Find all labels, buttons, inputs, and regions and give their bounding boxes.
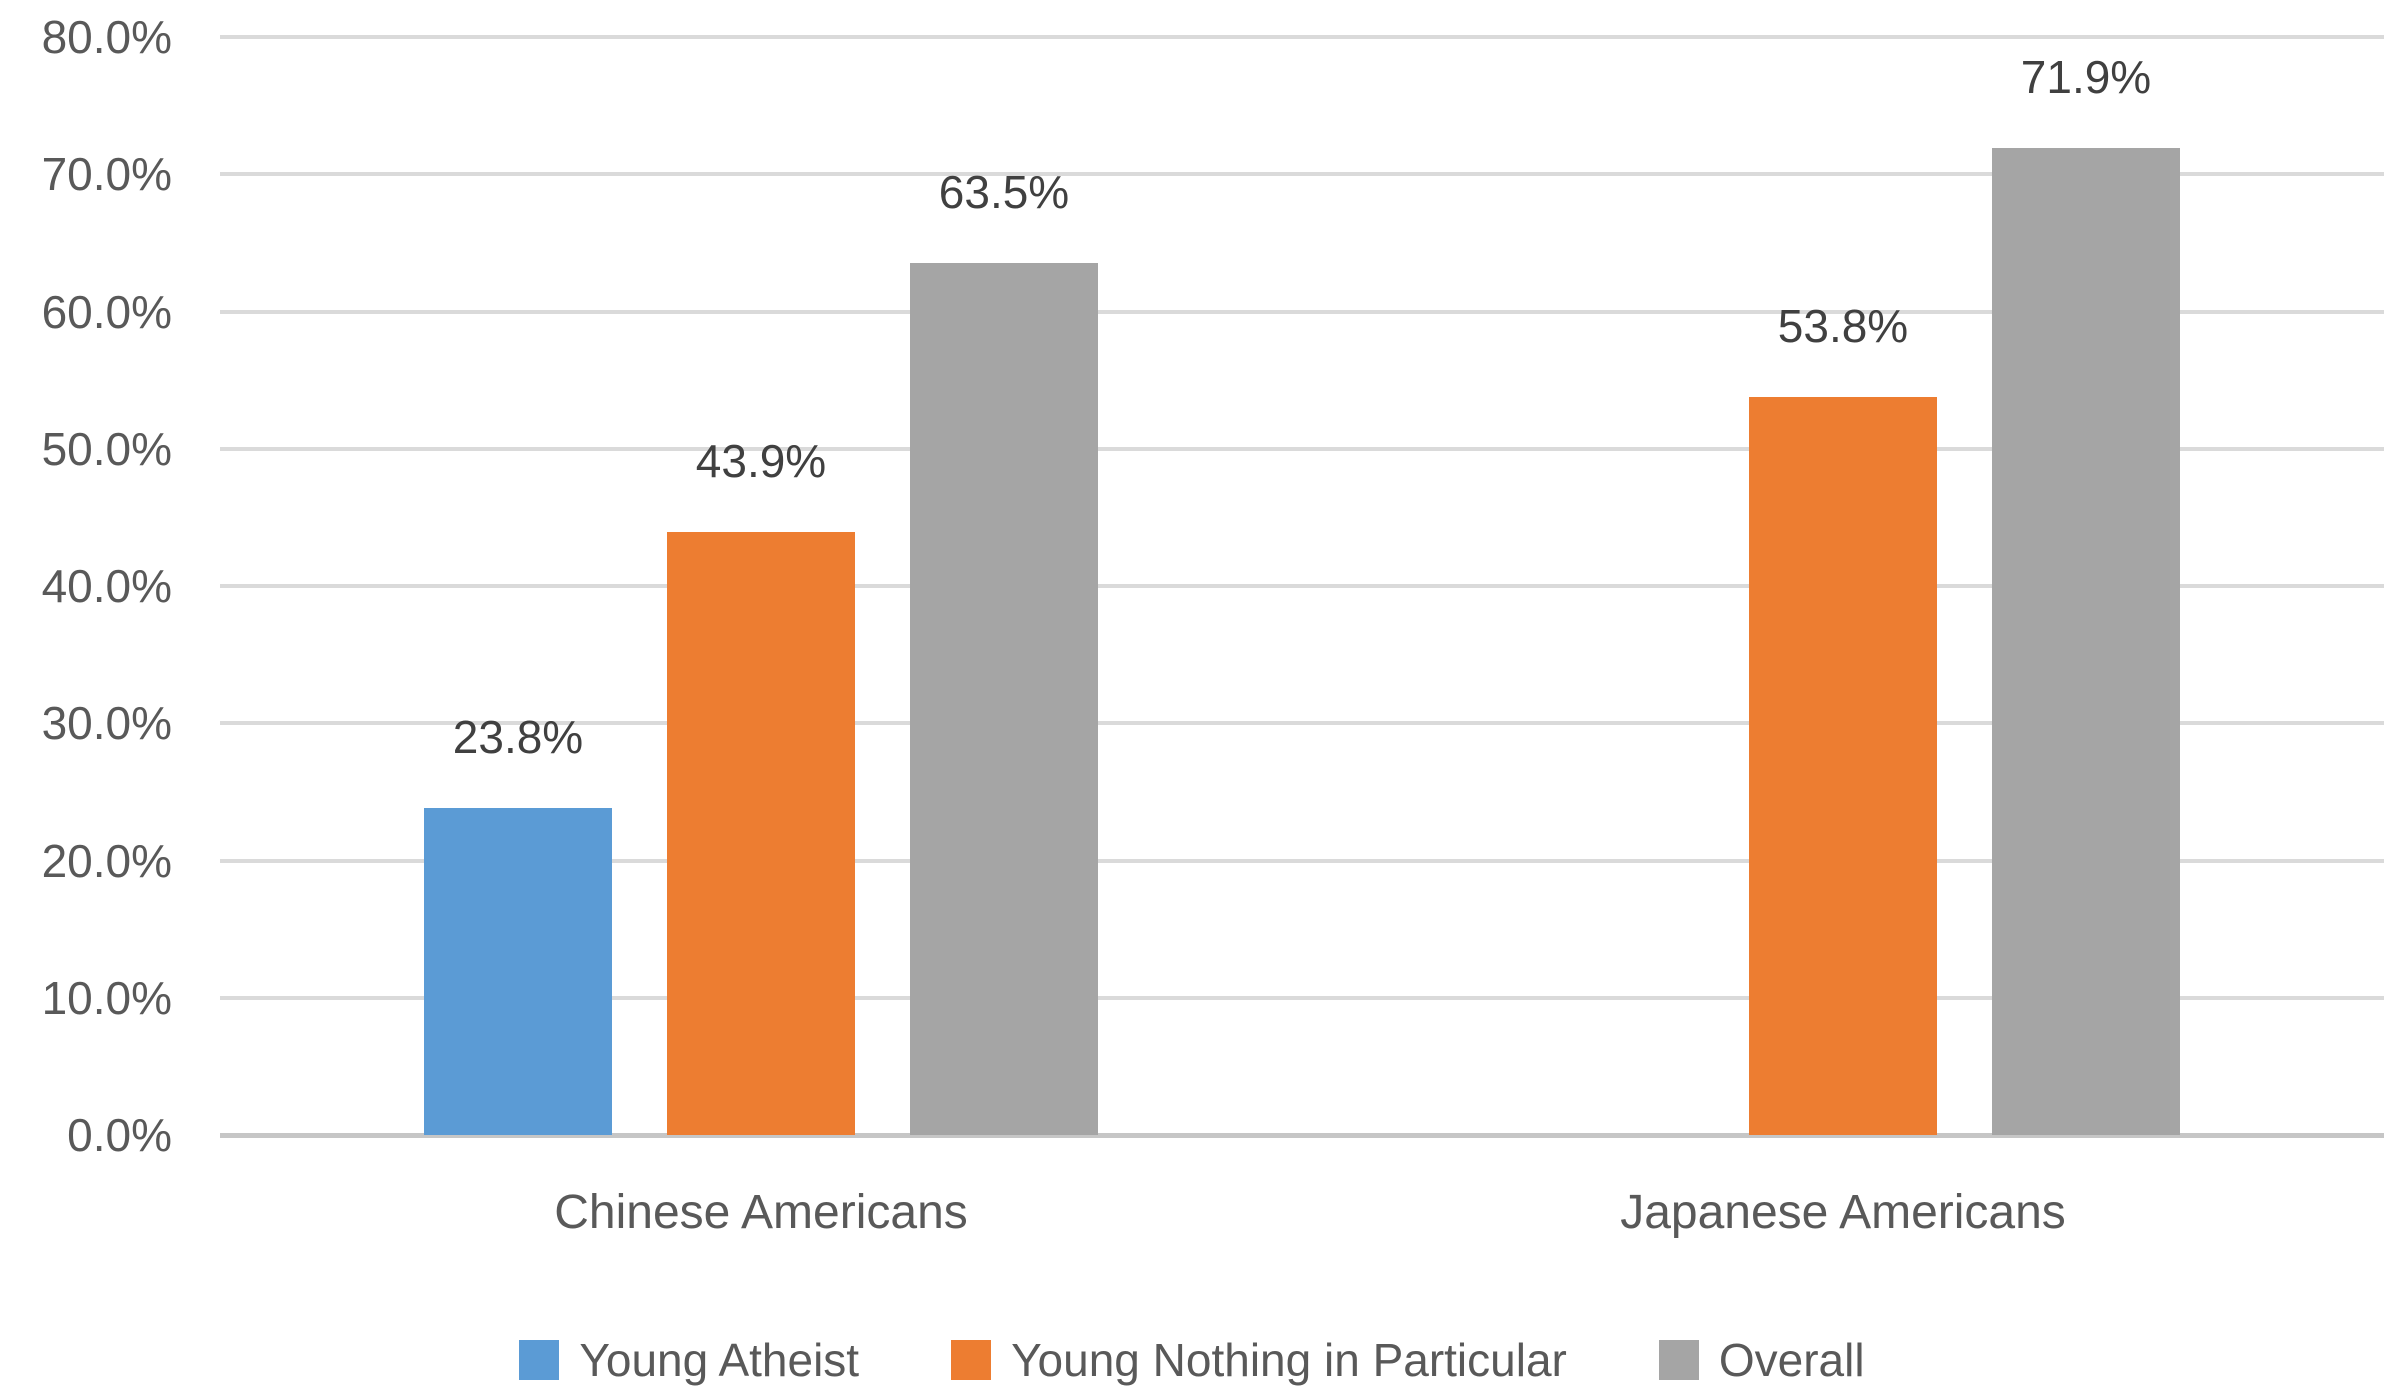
data-label-overall-chinese-americans: 63.5% xyxy=(938,166,1070,219)
data-label-young-nothing-in-particular-chinese-americans: 43.9% xyxy=(695,435,827,488)
legend-item-young-atheist: Young Atheist xyxy=(519,1332,859,1388)
y-tick-label-50: 50.0% xyxy=(41,422,172,475)
y-tick-label-0: 0.0% xyxy=(67,1109,172,1161)
legend-swatch-young-nothing-in-particular-icon xyxy=(951,1340,992,1380)
y-tick-label-40: 40.0% xyxy=(41,560,172,612)
gridline-20 xyxy=(220,858,2384,863)
bar-overall-chinese-americans xyxy=(910,263,1098,1135)
legend-swatch-overall-icon xyxy=(1658,1340,1699,1380)
data-label-young-nothing-in-particular-japanese-americans: 53.8% xyxy=(1777,299,1909,352)
bar-young-nothing-in-particular-japanese-americans xyxy=(1749,396,1937,1135)
legend-label-overall: Overall xyxy=(1718,1334,1865,1386)
gridline-50 xyxy=(220,446,2384,451)
category-label-japanese-americans: Japanese Americans xyxy=(1620,1186,2066,1239)
legend-label-young-nothing-in-particular: Young Nothing in Particular xyxy=(1011,1334,1567,1386)
data-label-overall-japanese-americans: 71.9% xyxy=(2020,51,2152,104)
bar-young-nothing-in-particular-chinese-americans xyxy=(667,532,855,1135)
x-axis-line xyxy=(220,1132,2384,1138)
gridline-10 xyxy=(220,995,2384,1000)
legend: Young Atheist Young Nothing in Particular… xyxy=(0,1332,2384,1388)
gridline-70 xyxy=(220,172,2384,177)
bar-overall-japanese-americans xyxy=(1992,148,2180,1135)
gridline-40 xyxy=(220,584,2384,588)
y-tick-label-20: 20.0% xyxy=(41,834,172,887)
legend-label-young-atheist: Young Atheist xyxy=(579,1334,860,1386)
legend-swatch-young-atheist-icon xyxy=(519,1340,560,1380)
legend-item-young-nothing-in-particular: Young Nothing in Particular xyxy=(951,1332,1567,1388)
gridline-30 xyxy=(220,721,2384,726)
gridline-80 xyxy=(220,35,2384,39)
y-tick-label-30: 30.0% xyxy=(41,697,172,750)
y-tick-label-80: 80.0% xyxy=(41,11,172,63)
data-label-young-atheist-chinese-americans: 23.8% xyxy=(452,711,584,764)
y-tick-label-60: 60.0% xyxy=(41,285,172,338)
legend-item-overall: Overall xyxy=(1658,1332,1865,1388)
y-tick-label-70: 70.0% xyxy=(41,148,172,201)
gridline-60 xyxy=(220,309,2384,314)
category-label-chinese-americans: Chinese Americans xyxy=(554,1186,968,1239)
bar-young-atheist-chinese-americans xyxy=(424,808,612,1135)
y-tick-label-10: 10.0% xyxy=(41,971,172,1024)
